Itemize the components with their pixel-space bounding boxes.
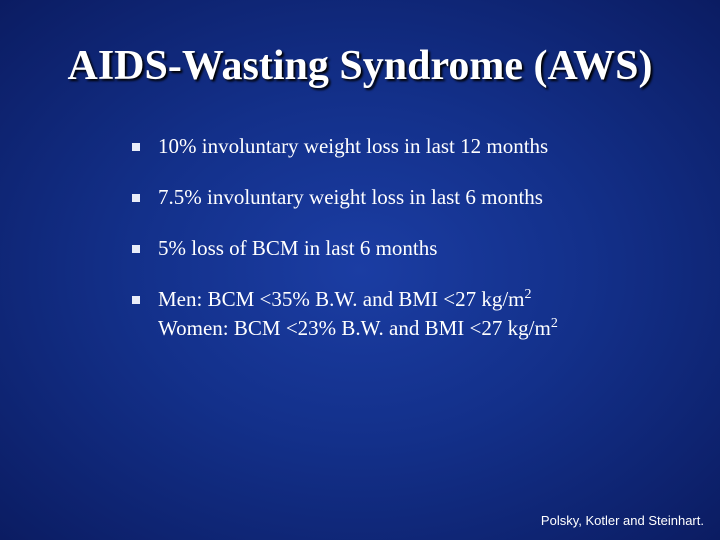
bullet-marker: [132, 296, 140, 304]
bullet-text: 7.5% involuntary weight loss in last 6 m…: [158, 185, 543, 209]
bullet-item: 7.5% involuntary weight loss in last 6 m…: [130, 183, 710, 212]
bullet-marker: [132, 245, 140, 253]
bullet-text: 10% involuntary weight loss in last 12 m…: [158, 134, 549, 158]
slide-title: AIDS-Wasting Syndrome (AWS): [67, 43, 653, 89]
bullet-list: 10% involuntary weight loss in last 12 m…: [130, 132, 710, 365]
superscript: 2: [550, 316, 558, 331]
bullet-text: Men: BCM <35% B.W. and BMI <27 kg/m: [158, 287, 525, 311]
bullet-line: 5% loss of BCM in last 6 months: [158, 234, 710, 263]
bullet-line: Women: BCM <23% B.W. and BMI <27 kg/m2: [158, 314, 710, 343]
bullet-item: 10% involuntary weight loss in last 12 m…: [130, 132, 710, 161]
bullet-marker: [132, 143, 140, 151]
bullet-line: 10% involuntary weight loss in last 12 m…: [158, 132, 710, 161]
bullet-line: Men: BCM <35% B.W. and BMI <27 kg/m2: [158, 285, 710, 314]
bullet-text: Women: BCM <23% B.W. and BMI <27 kg/m: [158, 316, 551, 340]
bullet-item: 5% loss of BCM in last 6 months: [130, 234, 710, 263]
bullet-item: Men: BCM <35% B.W. and BMI <27 kg/m2 Wome…: [130, 285, 710, 343]
footer-credit: Polsky, Kotler and Steinhart.: [540, 513, 704, 528]
superscript: 2: [524, 287, 532, 302]
bullet-line: 7.5% involuntary weight loss in last 6 m…: [158, 183, 710, 212]
bullet-text: 5% loss of BCM in last 6 months: [158, 236, 438, 260]
bullet-marker: [132, 194, 140, 202]
